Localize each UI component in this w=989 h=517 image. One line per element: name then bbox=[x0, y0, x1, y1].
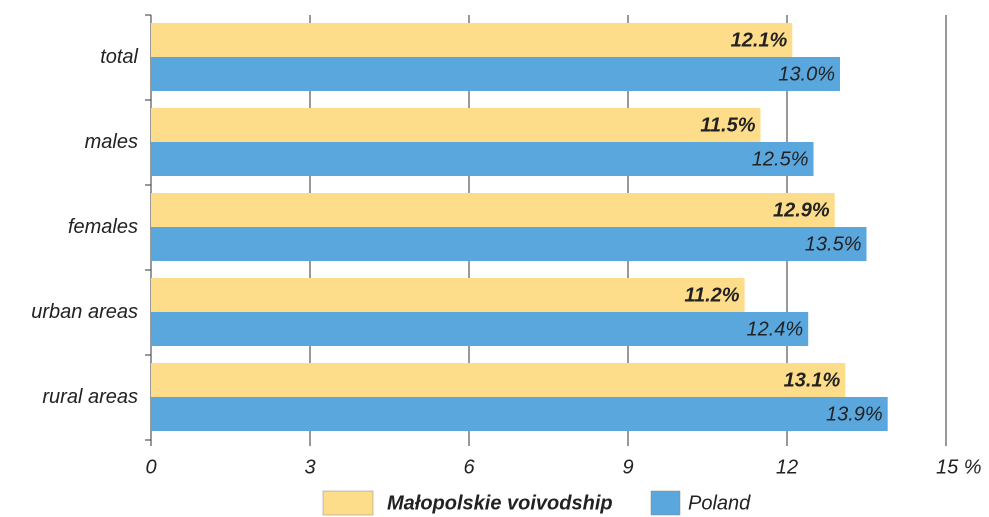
x-tick-label: 0 bbox=[145, 456, 156, 478]
bar bbox=[151, 142, 814, 176]
bar bbox=[151, 397, 888, 431]
value-label: 13.9% bbox=[826, 403, 883, 425]
x-tick-label: 9 bbox=[622, 456, 633, 478]
x-tick-label: 3 bbox=[304, 456, 315, 478]
x-tick-label: 12 bbox=[776, 456, 798, 478]
y-tick-label: males bbox=[85, 131, 138, 153]
legend-swatch bbox=[650, 490, 681, 516]
value-label: 12.5% bbox=[752, 148, 809, 170]
y-tick-label: urban areas bbox=[31, 301, 138, 323]
value-label: 12.4% bbox=[746, 318, 803, 340]
y-tick-label: rural areas bbox=[42, 386, 138, 408]
bar bbox=[151, 278, 745, 312]
x-tick-label: 15 % bbox=[936, 456, 982, 478]
value-label: 13.5% bbox=[805, 233, 862, 255]
bar bbox=[151, 57, 840, 91]
bar bbox=[151, 193, 835, 227]
y-tick-label: females bbox=[68, 216, 138, 238]
legend-swatch bbox=[322, 490, 374, 516]
value-label: 13.1% bbox=[784, 369, 841, 391]
bar bbox=[151, 108, 761, 142]
value-label: 11.5% bbox=[700, 114, 755, 136]
x-tick-label: 6 bbox=[463, 456, 475, 478]
value-label: 12.1% bbox=[731, 29, 788, 51]
legend-label: Małopolskie voivodship bbox=[387, 492, 613, 514]
value-label: 12.9% bbox=[773, 199, 830, 221]
bar bbox=[151, 23, 793, 57]
value-label: 11.2% bbox=[684, 284, 739, 306]
bar bbox=[151, 312, 809, 346]
value-label: 13.0% bbox=[778, 63, 835, 85]
legend-label: Poland bbox=[688, 492, 751, 514]
y-tick-label: total bbox=[100, 46, 138, 68]
bar bbox=[151, 227, 867, 261]
bar bbox=[151, 363, 846, 397]
